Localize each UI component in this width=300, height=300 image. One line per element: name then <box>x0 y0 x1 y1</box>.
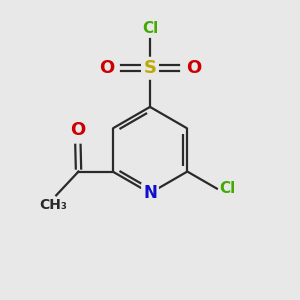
Text: O: O <box>70 122 85 140</box>
Text: O: O <box>99 59 114 77</box>
Text: CH₃: CH₃ <box>39 198 67 212</box>
Text: S: S <box>143 59 157 77</box>
Text: N: N <box>143 184 157 202</box>
Text: Cl: Cl <box>219 181 236 196</box>
Text: O: O <box>186 59 201 77</box>
Text: Cl: Cl <box>142 21 158 36</box>
